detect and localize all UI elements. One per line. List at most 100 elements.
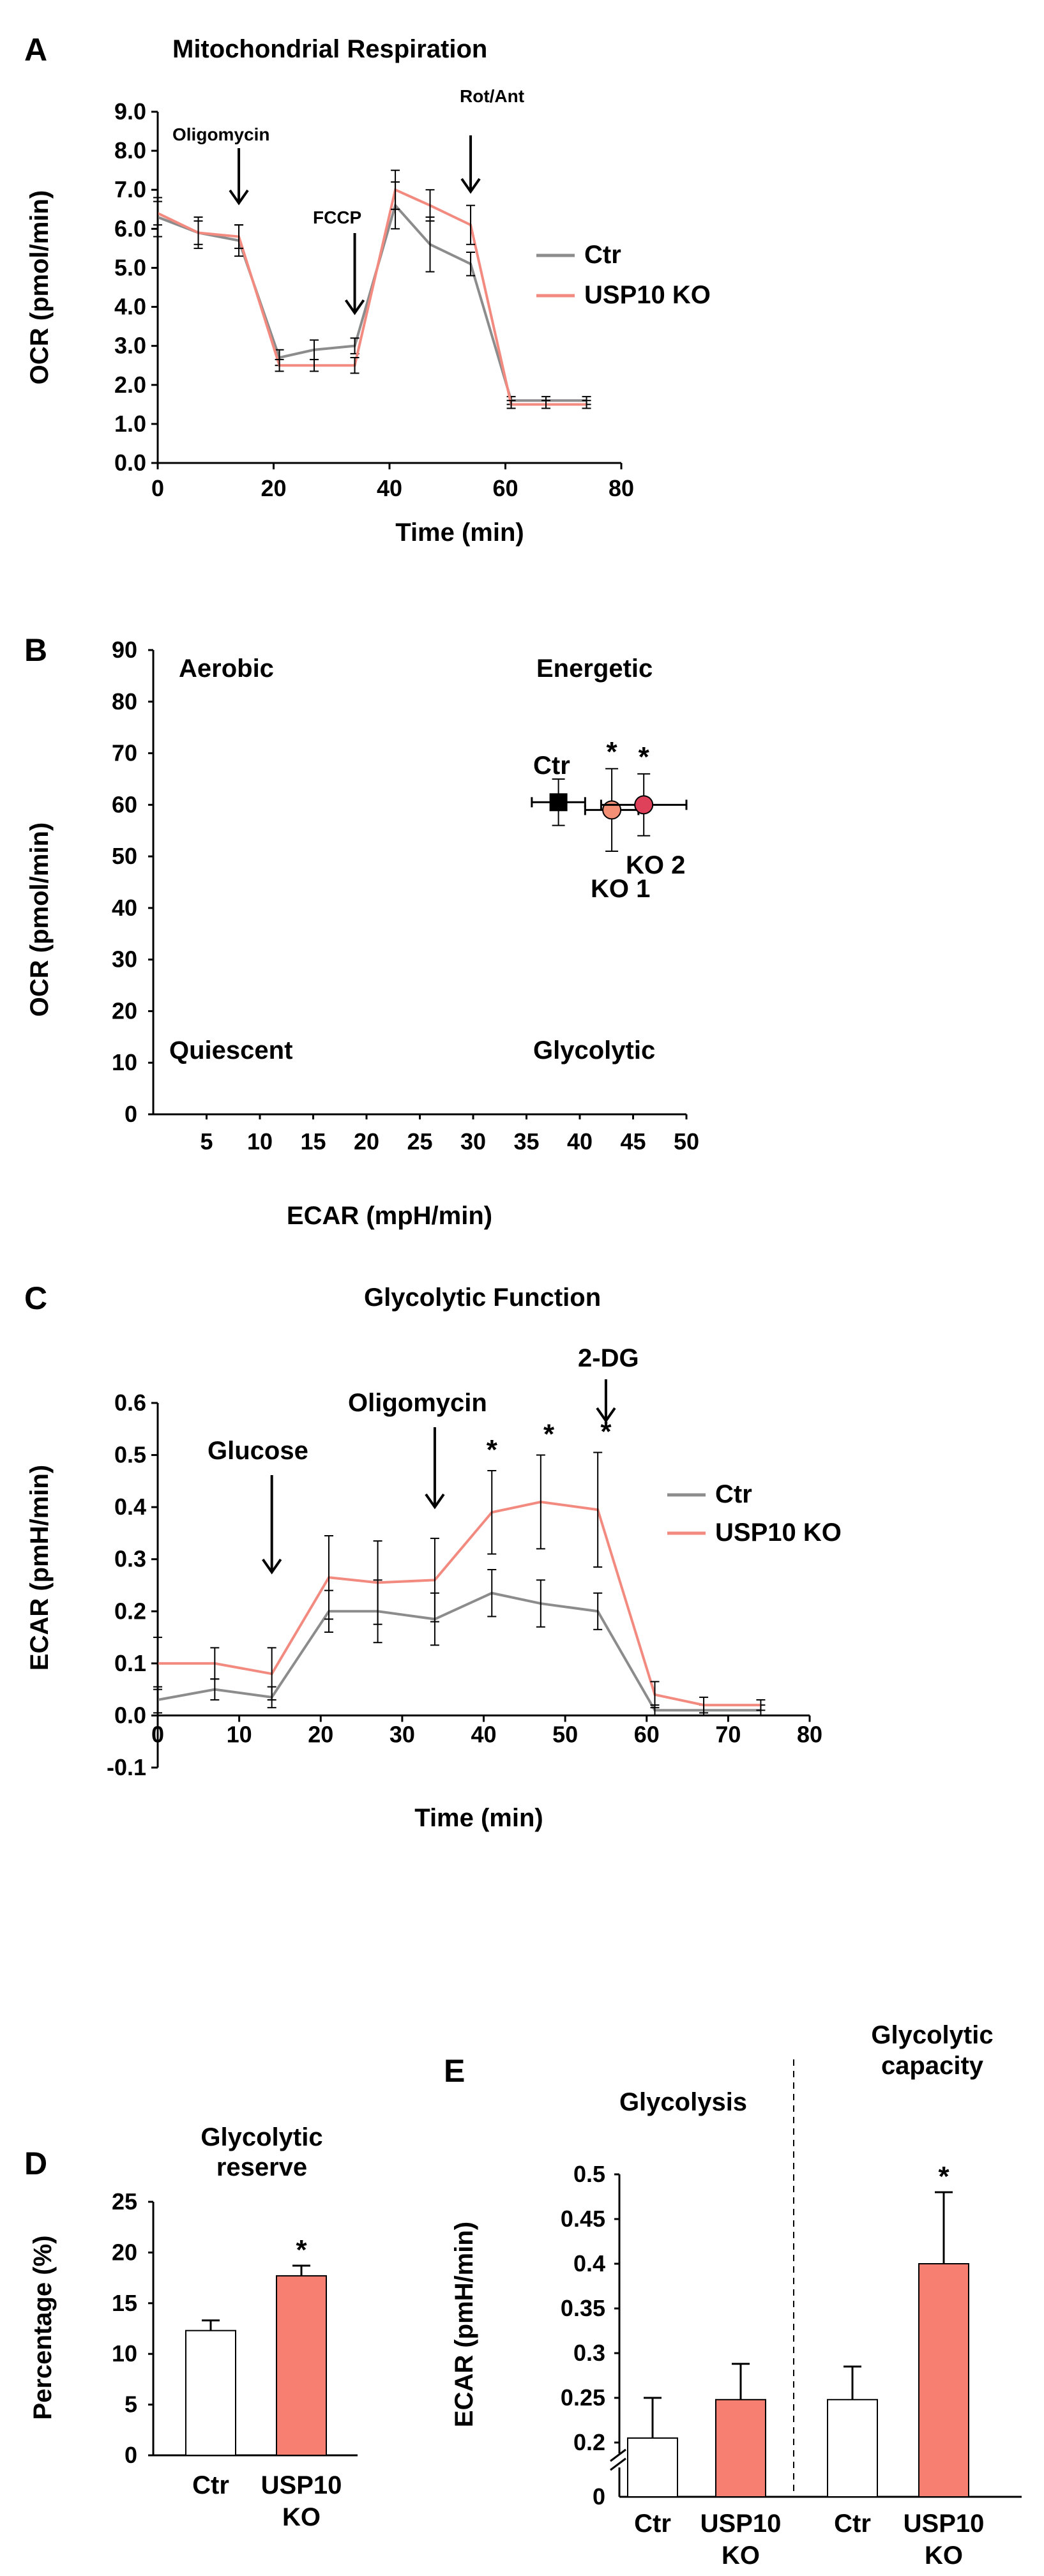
panel-a-chart: 0.0 1.0 2.0 3.0 4.0 5.0 6.0 7.0 8.0 9.0 0 20 40 60 80 C… — [114, 86, 711, 501]
panel-b-point-0-marker — [549, 793, 568, 812]
panel-c-xtick-label: 70 — [715, 1721, 741, 1747]
panel-a-letter: A — [24, 32, 47, 68]
panel-d-category-0-line-0: Ctr — [192, 2471, 229, 2499]
panel-b-point-1-label: KO 1 — [591, 875, 650, 903]
panel-e-group-1-bar-1-star: * — [938, 2161, 949, 2192]
panel-e-ytick-label: 0.35 — [561, 2295, 605, 2321]
panel-b-xtick-label: 15 — [300, 1128, 326, 1155]
panel-c-title: Glycolytic Function — [364, 1284, 601, 1312]
panel-e-group-0-category-1-line-1: KO — [722, 2542, 760, 2570]
panel-b-xtick-label: 35 — [513, 1128, 539, 1155]
panel-c-ytick-label: 0.1 — [114, 1650, 146, 1676]
panel-c-letter: C — [24, 1280, 47, 1316]
panel-d-category-1-line-0: USP10 — [261, 2471, 342, 2499]
panel-b-ytick-label: 60 — [112, 791, 137, 817]
panel-e-group2-title-line-1: Glycolytic — [871, 2021, 993, 2049]
panel-b-ytick-label: 70 — [112, 740, 137, 766]
panel-c-annotation-arrow-0-head — [262, 1558, 282, 1575]
panel-e-ytick-label: 0.5 — [573, 2161, 605, 2187]
panel-c-star-2: * — [600, 1416, 612, 1447]
quadrant-glycolytic: Glycolytic — [533, 1036, 655, 1064]
panel-c-series-ctr-line — [157, 1591, 761, 1712]
panel-a-ytick-label: 6.0 — [114, 215, 146, 241]
panel-e-chart: 0.2 0.25 0.3 0.35 0.4 0.45 0.5 0 Ctr USP10 KO Ctr * U… — [561, 2059, 1022, 2570]
panel-a-xtick-label: 0 — [151, 475, 164, 501]
quadrant-aerobic: Aerobic — [179, 655, 274, 683]
panel-c-ytick-label: 0.6 — [114, 1390, 146, 1416]
panel-a-ytick-label: 2.0 — [114, 372, 146, 398]
panel-d-ytick-label: 10 — [112, 2340, 137, 2367]
panel-a-ytick-label: 4.0 — [114, 294, 146, 320]
panel-e-group-1-bar-1 — [918, 2263, 969, 2497]
panel-c-xtick-label: 50 — [552, 1721, 578, 1747]
panel-b-ytick-label: 10 — [112, 1049, 137, 1075]
panel-c-xtick-label: 30 — [390, 1721, 415, 1747]
panel-a-ytick-label: 8.0 — [114, 137, 146, 163]
panel-b-ytick-label: 90 — [112, 637, 137, 663]
panel-b-point-1-marker — [602, 800, 622, 820]
panel-c-xtick-label: 80 — [797, 1721, 822, 1747]
panel-b-chart: 0 10 20 30 40 50 60 70 80 90 5 10 15 20 25 30 35 40 45 50 * *… — [112, 637, 699, 1155]
panel-e-group-1-category-1-line-1: KO — [925, 2542, 963, 2570]
panel-c-annotation-arrow-2-head — [596, 1407, 616, 1423]
panel-a-xtick-label: 60 — [492, 475, 518, 501]
panel-d-chart: 0 5 10 15 20 25 Ctr * USP10 KO — [112, 2188, 358, 2531]
panel-b-xtick-label: 20 — [354, 1128, 379, 1155]
panel-a-ytick-label: 9.0 — [114, 98, 146, 125]
panel-a-annotation-arrow-0-head — [229, 189, 249, 206]
panel-b-point-0-label: Ctr — [533, 752, 570, 780]
panel-d-ylabel: Percentage (%) — [29, 2236, 57, 2420]
panel-e-group-0-bar-0 — [627, 2437, 678, 2497]
panel-b-xtick-label: 40 — [567, 1128, 593, 1155]
panel-a-xtick-label: 20 — [261, 475, 286, 501]
panel-c-chart: -0.1 0.0 0.1 0.2 0.3 0.4 0.5 0.6 0 10 20 30 40 50 60 70… — [107, 1344, 842, 1780]
panel-a-xtick-label: 40 — [377, 475, 402, 501]
panel-e-group-1-bar-0 — [827, 2398, 878, 2498]
panel-a-annotation-arrow-1-head — [344, 299, 365, 315]
panel-c-annotation-arrow-1-head — [425, 1493, 445, 1510]
panel-e-ytick-label-zero: 0 — [593, 2483, 605, 2510]
panel-d-title-line-2: reserve — [216, 2153, 307, 2181]
panel-e-group1-title: Glycolysis — [619, 2088, 747, 2116]
panel-c-xtick-label: 0 — [151, 1721, 164, 1747]
panel-e-ytick-label: 0.25 — [561, 2384, 605, 2411]
panel-a-ylabel: OCR (pmol/min) — [26, 190, 54, 384]
panel-c-legend-label-1: USP10 KO — [715, 1519, 842, 1547]
panel-a-ytick-label: 0.0 — [114, 450, 146, 476]
panel-d-bar-1 — [276, 2275, 327, 2457]
panel-b-ytick-label: 20 — [112, 997, 137, 1024]
quadrant-energetic: Energetic — [536, 655, 653, 683]
panel-c-ytick-label: -0.1 — [107, 1754, 146, 1780]
panel-b-ytick-label: 80 — [112, 688, 137, 715]
panel-b-ytick-label: 30 — [112, 946, 137, 973]
panel-a-series-ko-line — [157, 188, 587, 406]
panel-a-ytick-label: 5.0 — [114, 254, 146, 280]
panel-b-xtick-label: 45 — [620, 1128, 646, 1155]
panel-a-ytick-label: 7.0 — [114, 176, 146, 202]
panel-e-letter: E — [444, 2053, 465, 2089]
quadrant-quiescent: Quiescent — [169, 1036, 292, 1064]
panel-a-legend-label-0: Ctr — [584, 241, 621, 269]
panel-b-ylabel: OCR (pmol/min) — [26, 822, 54, 1017]
panel-b-point-2-marker — [634, 795, 654, 815]
panel-e-ytick-label: 0.4 — [573, 2250, 605, 2277]
panel-c-annotation-0: Glucose — [208, 1437, 308, 1465]
panel-b-ytick-label: 0 — [125, 1101, 137, 1127]
panel-e-axis-break-2 — [610, 2457, 626, 2471]
panel-c-xlabel: Time (min) — [414, 1804, 543, 1832]
panel-c-xtick-label: 10 — [227, 1721, 252, 1747]
panel-e-ylabel: ECAR (pmH/min) — [450, 2222, 478, 2427]
panel-e-group-0-category-1-line-0: USP10 — [700, 2510, 782, 2538]
panel-a-annotation-arrow-2-head — [460, 178, 481, 194]
panel-a-legend-label-1: USP10 KO — [584, 281, 711, 309]
panel-c-xtick-label: 20 — [308, 1721, 333, 1747]
panel-c-ytick-label: 0.4 — [114, 1494, 146, 1520]
panel-c-ytick-label: 0.3 — [114, 1546, 146, 1572]
panel-d-ytick-label: 25 — [112, 2188, 137, 2215]
panel-c-star-0: * — [487, 1434, 498, 1466]
panel-e-group-0-bar-1 — [715, 2398, 766, 2498]
panel-a-annotation-0: Oligomycin — [172, 125, 269, 144]
panel-b-xtick-label: 50 — [674, 1128, 699, 1155]
panel-b-point-1-star: * — [607, 736, 618, 768]
